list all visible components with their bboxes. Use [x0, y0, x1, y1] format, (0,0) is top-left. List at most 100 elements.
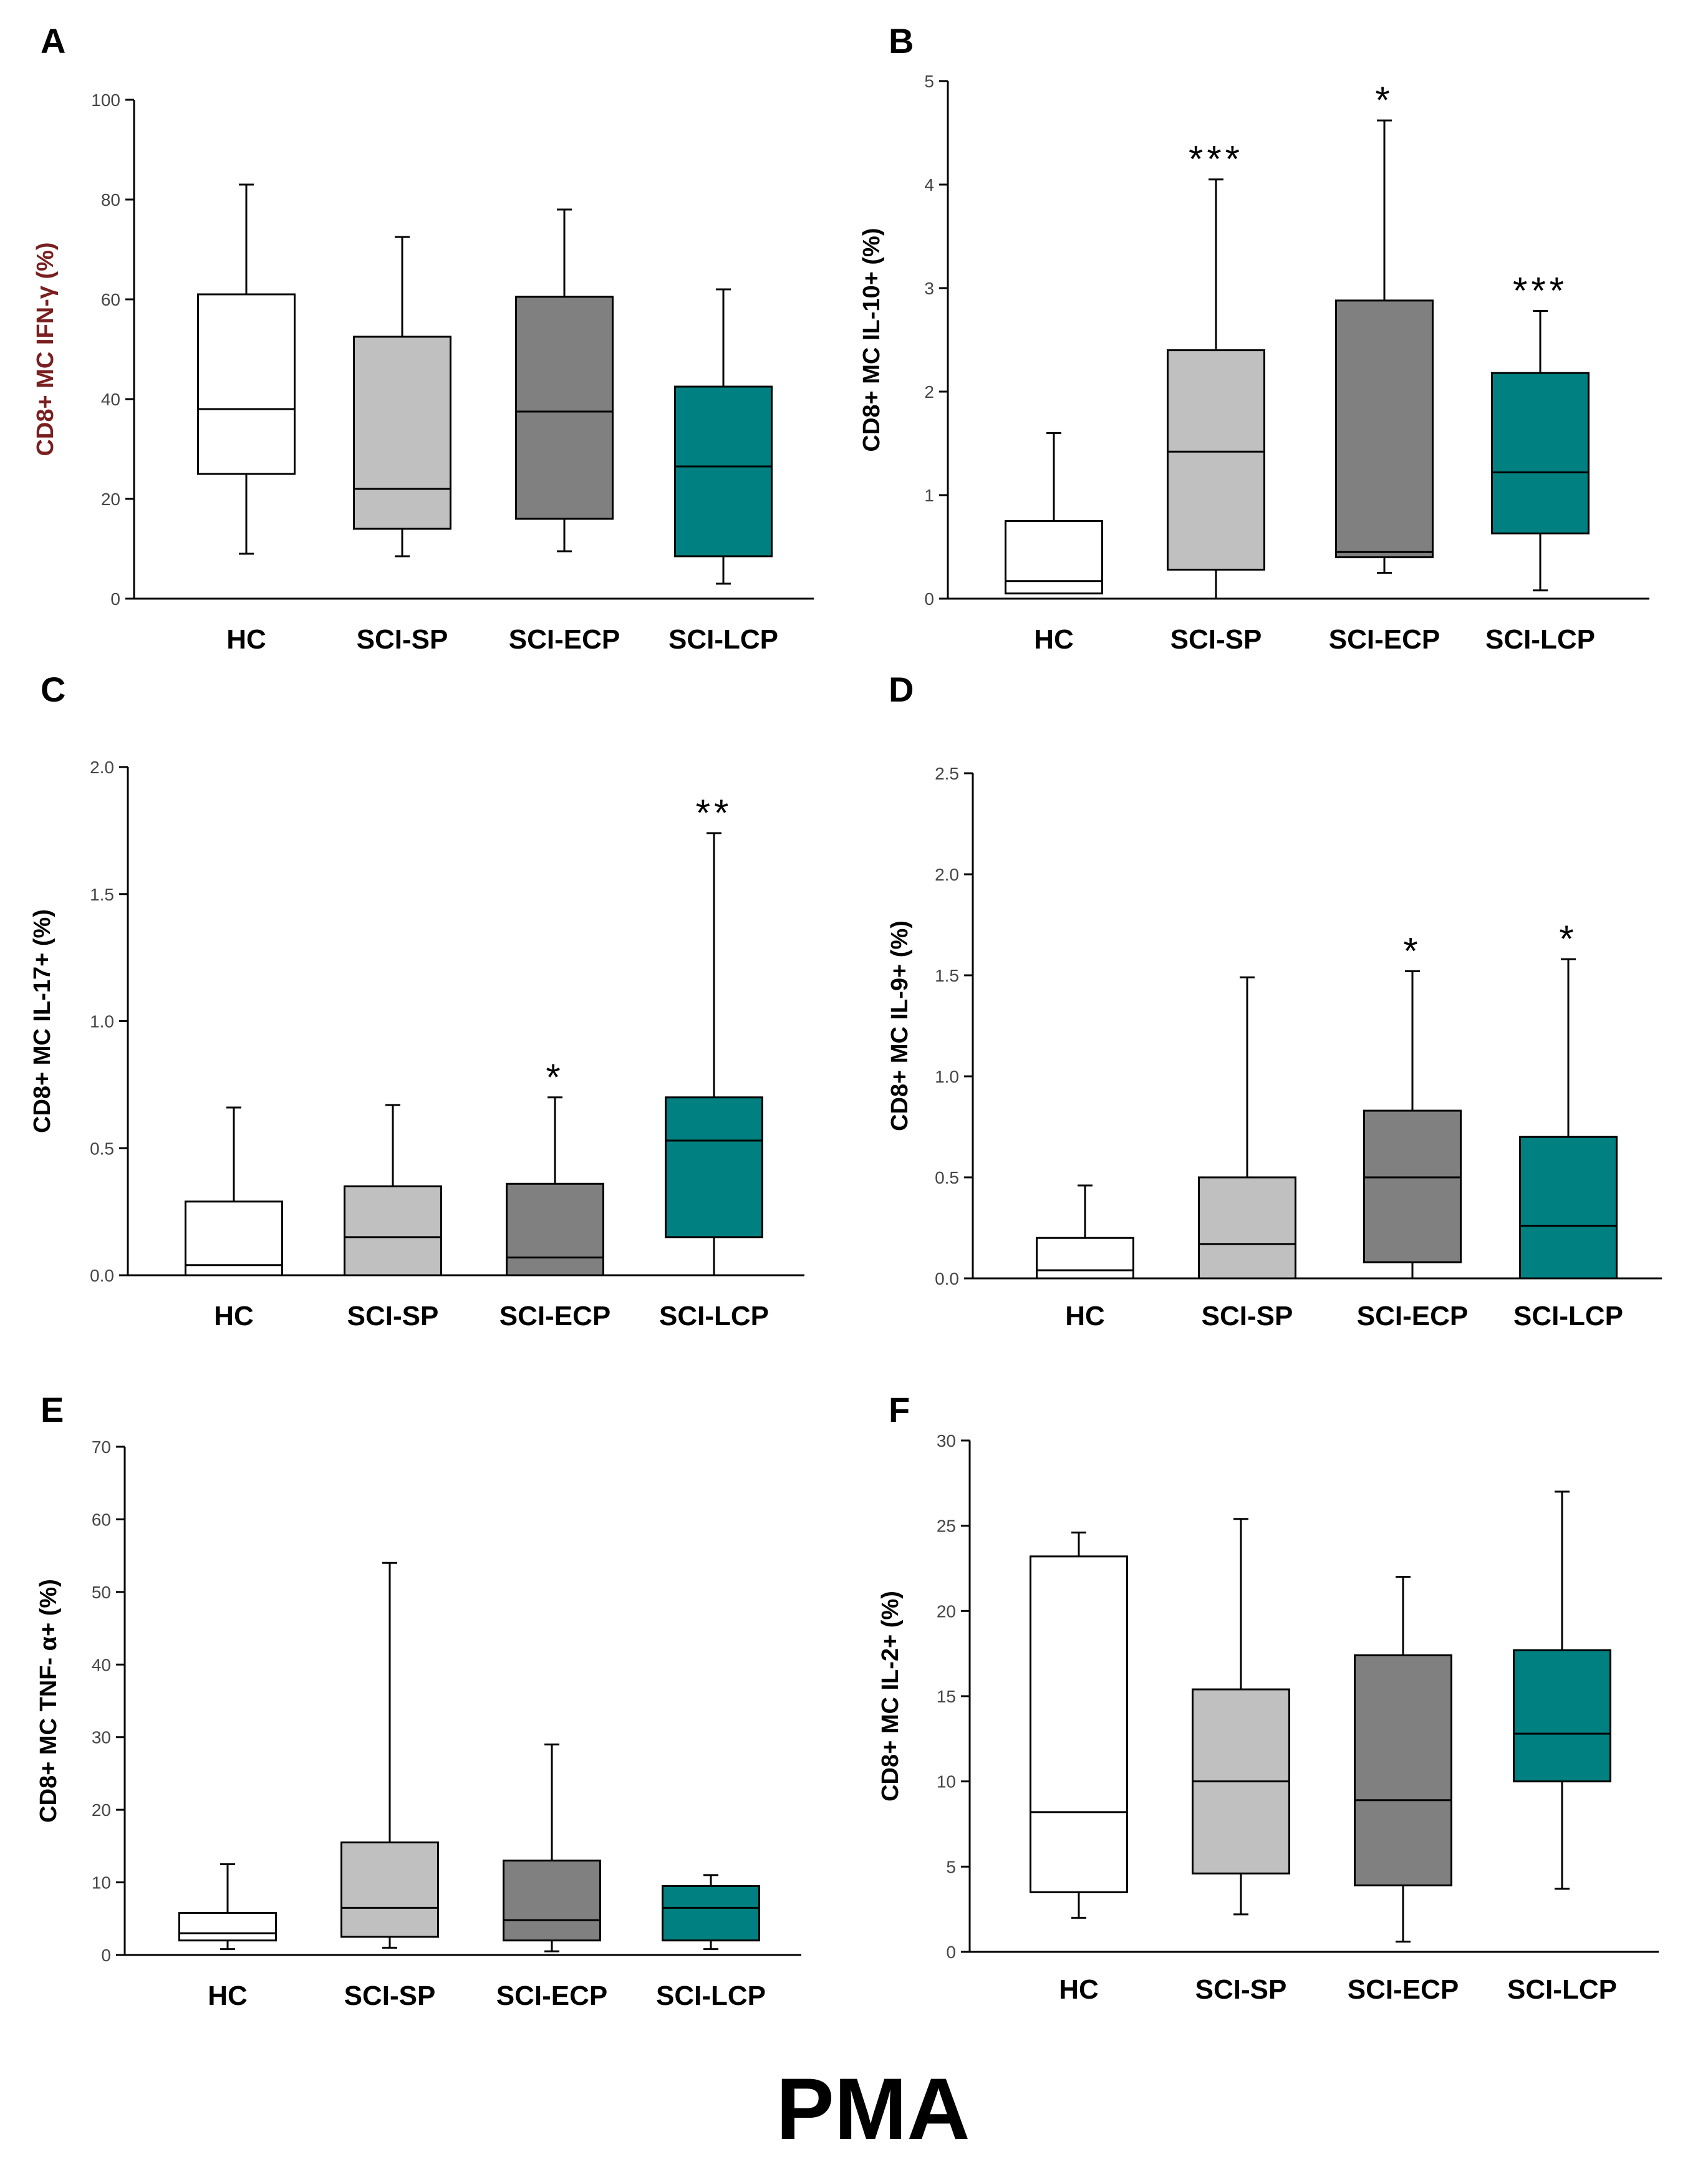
y-tick-label-a-5: 100: [91, 90, 120, 110]
category-label-b-sci-sp: SCI-SP: [1170, 624, 1262, 655]
y-tick-label-f-6: 30: [937, 1431, 956, 1450]
panel-e: E CD8+ MC TNF- α+ (%) 0 10 20 30 40 50 60 70 HC SCI…: [36, 1390, 801, 2011]
y-tick-label-b-3: 3: [924, 279, 934, 298]
category-label-f-hc: HC: [1059, 1974, 1099, 2005]
y-axis-label-c: CD8+ MC IL-17+ (%): [29, 909, 55, 1133]
box-f-sci-ecp: [1354, 1576, 1452, 1943]
iqr-box-f-sci-ecp: [1354, 1654, 1452, 1886]
iqr-box-d-sci-lcp: [1519, 1136, 1618, 1280]
y-tick-label-e-2: 20: [92, 1800, 111, 1820]
category-label-d-hc: HC: [1065, 1301, 1105, 1331]
panel-letter-e: E: [41, 1390, 64, 1429]
box-b-sci-lcp: ***: [1491, 270, 1590, 592]
box-f-hc: [1030, 1532, 1128, 1919]
panel-letter-a: A: [41, 21, 65, 60]
y-axis-label-e: CD8+ MC TNF- α+ (%): [36, 1579, 62, 1823]
y-tick-label-f-2: 10: [937, 1772, 956, 1792]
box-d-sci-lcp: *: [1519, 918, 1618, 1280]
box-a-sci-sp: [353, 236, 451, 557]
iqr-box-b-sci-sp: [1167, 349, 1265, 571]
iqr-box-f-hc: [1030, 1555, 1128, 1893]
box-b-sci-ecp: *: [1335, 79, 1434, 574]
box-d-sci-sp: [1198, 976, 1296, 1280]
y-tick-label-a-2: 40: [101, 390, 120, 409]
category-label-e-sci-sp: SCI-SP: [344, 1981, 436, 2011]
y-axis-label-b: CD8+ MC IL-10+ (%): [859, 228, 885, 452]
y-tick-label-c-3: 1.5: [90, 885, 114, 904]
category-label-a-sci-lcp: SCI-LCP: [668, 624, 778, 655]
box-e-sci-sp: [340, 1561, 439, 1949]
y-tick-label-e-7: 70: [92, 1437, 111, 1457]
y-tick-label-e-6: 60: [92, 1510, 111, 1529]
category-label-f-sci-lcp: SCI-LCP: [1507, 1974, 1617, 2005]
y-tick-label-e-3: 30: [92, 1728, 111, 1747]
iqr-box-e-sci-sp: [340, 1841, 439, 1938]
box-c-sci-lcp: **: [665, 792, 763, 1277]
y-tick-label-b-0: 0: [924, 589, 934, 609]
box-c-sci-ecp: *: [506, 1056, 604, 1277]
category-label-e-sci-lcp: SCI-LCP: [656, 1981, 766, 2011]
category-label-b-sci-lcp: SCI-LCP: [1485, 624, 1595, 655]
iqr-box-b-hc: [1005, 520, 1103, 595]
y-axis-label-f: CD8+ MC IL-2+ (%): [877, 1591, 904, 1802]
significance-c-sci-lcp: **: [696, 792, 733, 834]
category-label-c-sci-lcp: SCI-LCP: [659, 1301, 769, 1331]
category-label-f-sci-ecp: SCI-ECP: [1348, 1974, 1459, 2005]
iqr-box-a-sci-ecp: [515, 296, 614, 520]
category-label-a-sci-sp: SCI-SP: [357, 624, 448, 655]
significance-b-sci-lcp: ***: [1513, 270, 1568, 312]
box-f-sci-lcp: [1513, 1490, 1611, 1890]
category-label-d-sci-lcp: SCI-LCP: [1513, 1301, 1623, 1331]
y-tick-label-f-5: 25: [937, 1517, 956, 1536]
iqr-box-c-sci-sp: [344, 1185, 442, 1277]
panel-a: A CD8+ MC IFN-γ (%) 0 20 40 60 80 100 HC SCI-SP SC…: [32, 21, 814, 655]
category-label-a-sci-ecp: SCI-ECP: [509, 624, 620, 655]
significance-b-sci-sp: ***: [1189, 138, 1243, 180]
panel-c: C CD8+ MC IL-17+ (%) 0.0 0.5 1.0 1.5 2.0 HC SCI-…: [29, 670, 804, 1331]
panel-f: F CD8+ MC IL-2+ (%) 0 5 10 15 20 25 30 HC SCI-SP SC…: [877, 1390, 1659, 2005]
y-tick-label-f-1: 5: [946, 1857, 956, 1876]
y-tick-label-c-0: 0.0: [90, 1266, 114, 1285]
iqr-box-e-sci-ecp: [503, 1860, 601, 1942]
y-tick-label-d-1: 0.5: [935, 1168, 959, 1187]
y-tick-label-d-5: 2.5: [935, 764, 959, 783]
y-tick-label-a-3: 60: [101, 290, 120, 309]
panel-letter-b: B: [889, 21, 914, 60]
box-d-hc: [1036, 1184, 1134, 1280]
y-axis-label-a: CD8+ MC IFN-γ (%): [32, 242, 59, 456]
iqr-box-b-sci-lcp: [1491, 372, 1590, 534]
y-tick-label-f-4: 20: [937, 1601, 956, 1621]
category-label-e-hc: HC: [208, 1981, 248, 2011]
category-label-d-sci-sp: SCI-SP: [1202, 1301, 1293, 1331]
y-tick-label-c-4: 2.0: [90, 758, 114, 777]
box-f-sci-sp: [1192, 1518, 1290, 1916]
iqr-box-e-sci-lcp: [662, 1885, 760, 1942]
category-label-c-hc: HC: [214, 1301, 254, 1331]
y-tick-label-d-4: 2.0: [935, 865, 959, 884]
y-tick-label-d-2: 1.0: [935, 1067, 959, 1086]
box-c-sci-sp: [344, 1104, 442, 1277]
iqr-box-b-sci-ecp: [1335, 299, 1434, 559]
box-b-sci-sp: ***: [1167, 138, 1265, 600]
category-label-c-sci-sp: SCI-SP: [347, 1301, 439, 1331]
iqr-box-a-hc: [197, 293, 296, 475]
iqr-box-f-sci-lcp: [1513, 1649, 1611, 1783]
significance-b-sci-ecp: *: [1375, 79, 1393, 121]
box-b-hc: [1005, 432, 1103, 595]
iqr-box-c-hc: [185, 1200, 283, 1277]
iqr-box-e-hc: [178, 1911, 277, 1942]
panel-letter-d: D: [889, 670, 914, 709]
iqr-box-d-sci-sp: [1198, 1176, 1296, 1280]
y-tick-label-a-4: 80: [101, 190, 120, 210]
y-tick-label-d-0: 0.0: [935, 1269, 959, 1288]
box-d-sci-ecp: *: [1363, 930, 1462, 1280]
y-tick-label-d-3: 1.5: [935, 966, 959, 985]
y-tick-label-e-4: 40: [92, 1655, 111, 1674]
category-label-b-hc: HC: [1034, 624, 1074, 655]
iqr-box-a-sci-sp: [353, 335, 451, 530]
y-tick-label-f-3: 15: [937, 1687, 956, 1706]
category-label-f-sci-sp: SCI-SP: [1195, 1974, 1287, 2005]
category-label-a-hc: HC: [226, 624, 266, 655]
iqr-box-a-sci-lcp: [674, 385, 773, 557]
